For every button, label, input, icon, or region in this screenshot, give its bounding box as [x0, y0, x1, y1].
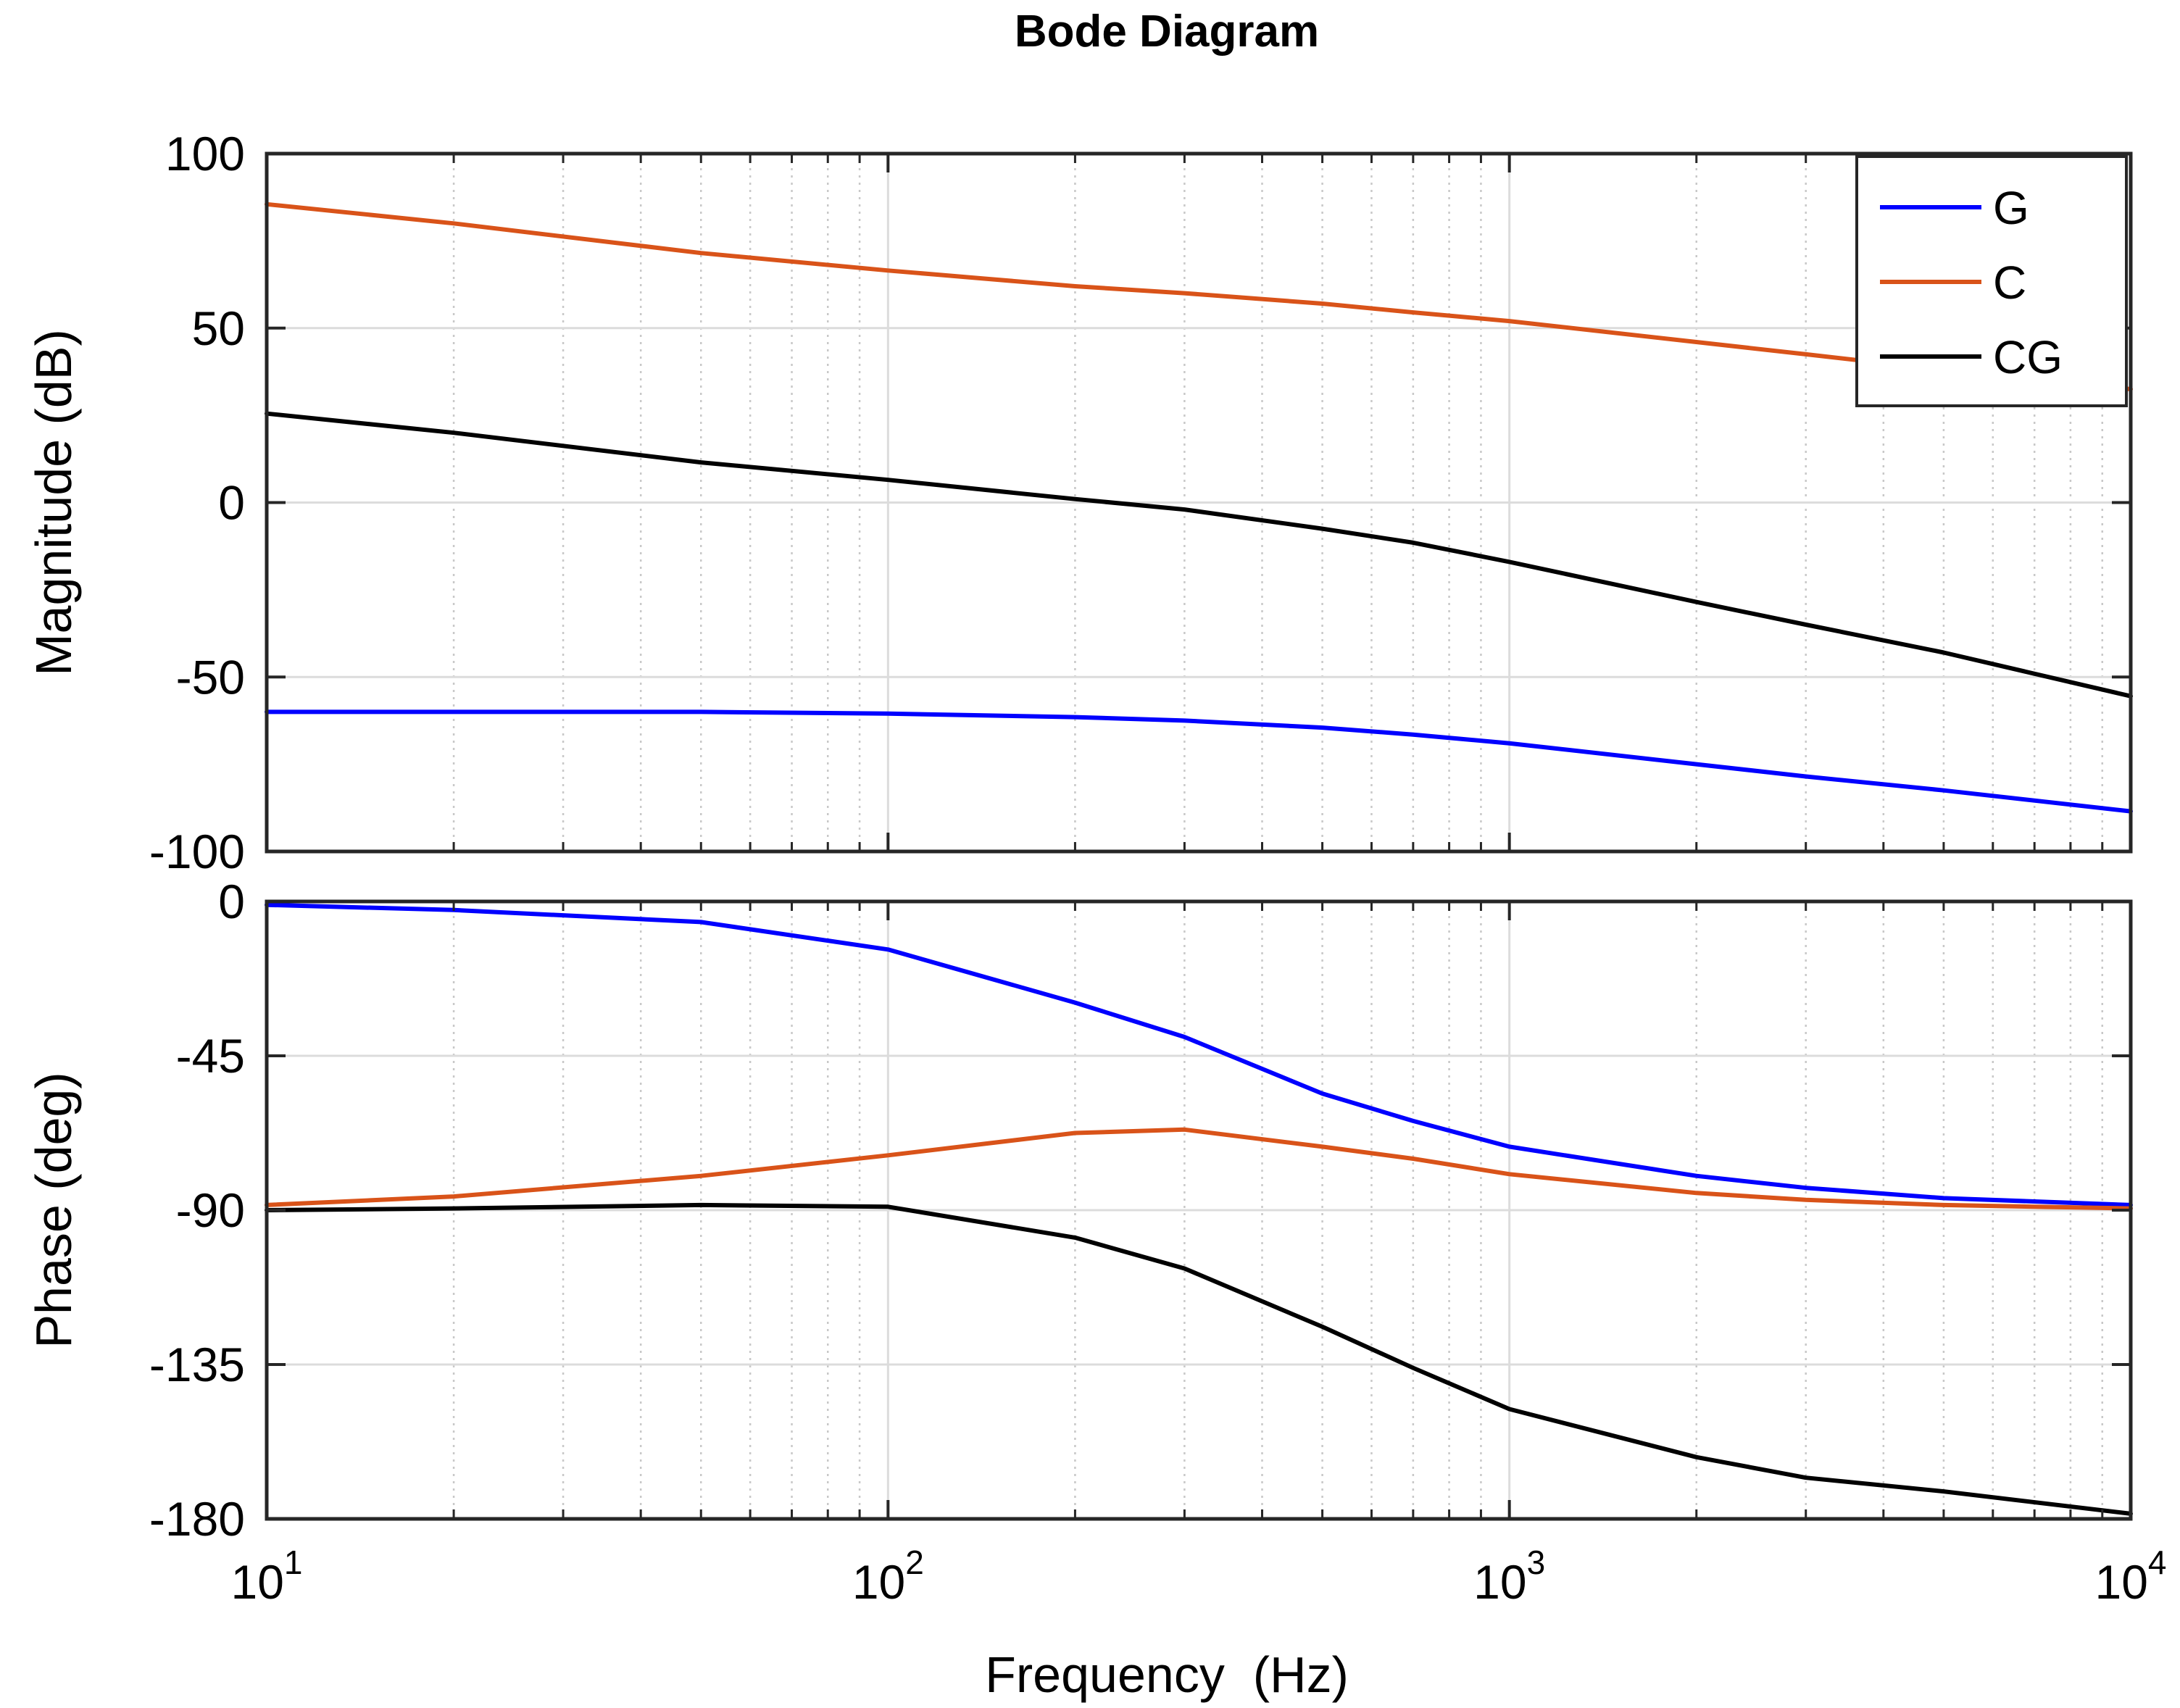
- y-tick-label: -100: [149, 825, 245, 878]
- series-line-c: [265, 201, 2133, 391]
- y-axis-label: Magnitude (dB): [25, 329, 82, 676]
- x-tick-label: 103: [1473, 1544, 1545, 1609]
- legend-label-c: C: [1993, 257, 2026, 309]
- panel-magnitude: 100 50 0 -50 -100 Magnitude (dB): [25, 127, 2133, 878]
- y-tick-label: 0: [218, 875, 245, 928]
- chart-title: Bode Diagram: [1015, 7, 1319, 57]
- legend-label-g: G: [1993, 182, 2029, 234]
- y-tick-label: -45: [176, 1029, 245, 1083]
- y-tick-label: 50: [192, 301, 245, 355]
- x-tick-label: 104: [2094, 1544, 2166, 1609]
- y-tick-label: 100: [165, 127, 245, 180]
- series-line-cg: [265, 1202, 2133, 1516]
- legend: GC CG: [1855, 155, 2128, 407]
- series-line-c: [265, 1127, 2133, 1211]
- y-tick-label: -135: [149, 1338, 245, 1391]
- x-axis-label: Frequency (Hz): [985, 1646, 1349, 1703]
- x-tick-label: 101: [230, 1544, 302, 1609]
- legend-label-cg: CG: [1993, 331, 2063, 383]
- panel-phase: 0 -45 -90 -135 -180 Phase (deg): [25, 875, 2133, 1546]
- plot-panels: 100 50 0 -50 -100 Magnitude (dB) 0 -45 -90 -135 -1…: [25, 127, 2167, 1609]
- y-tick-label: -50: [176, 650, 245, 704]
- y-tick-label: -180: [149, 1492, 245, 1546]
- y-axis-label: Phase (deg): [25, 1072, 82, 1348]
- x-tick-label: 102: [852, 1544, 924, 1609]
- series-line-cg: [265, 411, 2133, 699]
- y-tick-label: 0: [218, 476, 245, 530]
- series-line-g: [265, 709, 2133, 814]
- series-line-g: [265, 902, 2133, 1207]
- y-tick-label: -90: [176, 1183, 245, 1237]
